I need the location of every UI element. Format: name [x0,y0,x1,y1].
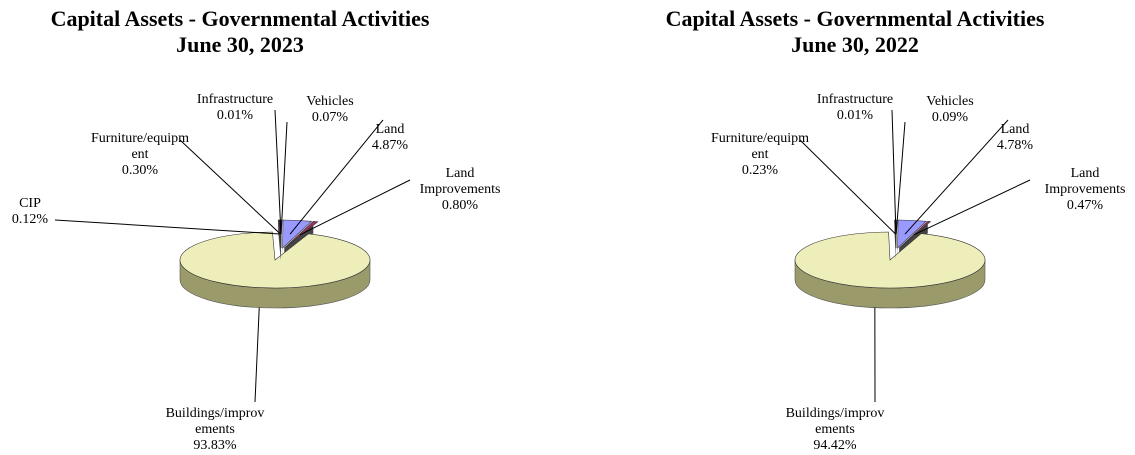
slice-name: Vehicles [926,94,974,109]
slice-label: Land Improvements 0.47% [1033,166,1135,214]
slice [794,231,986,289]
slice-value: 0.80% [441,198,479,213]
leader-line [274,109,282,235]
slice-name: Buildings/improvements [785,406,885,437]
slice-value: 94.42% [813,438,857,453]
leader-line [280,121,288,235]
leader-line [904,119,1009,235]
leader-line [54,219,280,235]
slice-value: 0.09% [931,110,969,125]
slice [897,219,927,249]
slice-value: 0.07% [311,110,349,125]
slice-label: Furniture/equipment 0.23% [708,131,812,179]
slice-label: Buildings/improvements 94.42% [783,406,887,454]
slice-value: 93.83% [193,438,237,453]
slice-label: Land Improvements 0.80% [408,166,512,214]
leader-line [895,121,906,235]
slice-label: Infrastructure 0.01% [183,92,287,124]
slice-name: Vehicles [306,94,354,109]
leader-line [913,179,1031,236]
slice-name: Land [1000,122,1030,137]
slice-value: 4.87% [371,138,409,153]
slice-value: 0.01% [216,108,254,123]
chart-title: Capital Assets - Governmental Activities… [595,6,1115,58]
slice-name: Buildings/improvements [165,406,265,437]
leader-line [299,179,411,236]
slice-label: Buildings/improvements 93.83% [163,406,267,454]
leader-line [179,139,281,235]
slice-value: 0.01% [836,108,874,123]
title-text: Capital Assets - Governmental Activities [50,6,430,31]
slice-name: Infrastructure [816,92,894,107]
slice-value: 0.12% [11,212,49,227]
slice-value: 0.30% [121,163,159,178]
leader-line [289,119,384,235]
slice-label: Infrastructure 0.01% [803,92,907,124]
slice [282,219,313,249]
slice-name: Land Improvements [1044,166,1126,197]
title-text: Capital Assets - Governmental Activities [665,6,1045,31]
slice-name: CIP [19,196,41,211]
leader-line [891,109,897,235]
slice-value: 0.23% [741,163,779,178]
leader-line [254,307,260,403]
slice-value: 4.78% [996,138,1034,153]
leader-line [799,139,896,235]
slice-label: Land 4.87% [338,122,442,154]
slice-name: Furniture/equipment [711,131,809,162]
slice-label: Land 4.78% [963,122,1067,154]
slice-label: Vehicles 0.09% [898,94,1002,126]
slice-name: Land [375,122,405,137]
slice-name: Land Improvements [419,166,501,197]
chart-title: Capital Assets - Governmental Activities… [0,6,500,58]
slice-name: Furniture/equipment [91,131,189,162]
slice-label: Furniture/equipment 0.30% [88,131,192,179]
subtitle-text: June 30, 2023 [176,32,304,57]
slice-label: Vehicles 0.07% [278,94,382,126]
subtitle-text: June 30, 2022 [791,32,919,57]
slice-name: Infrastructure [196,92,274,107]
slice [179,231,371,289]
slice-label: CIP 0.12% [0,196,82,228]
slice-value: 0.47% [1066,198,1104,213]
